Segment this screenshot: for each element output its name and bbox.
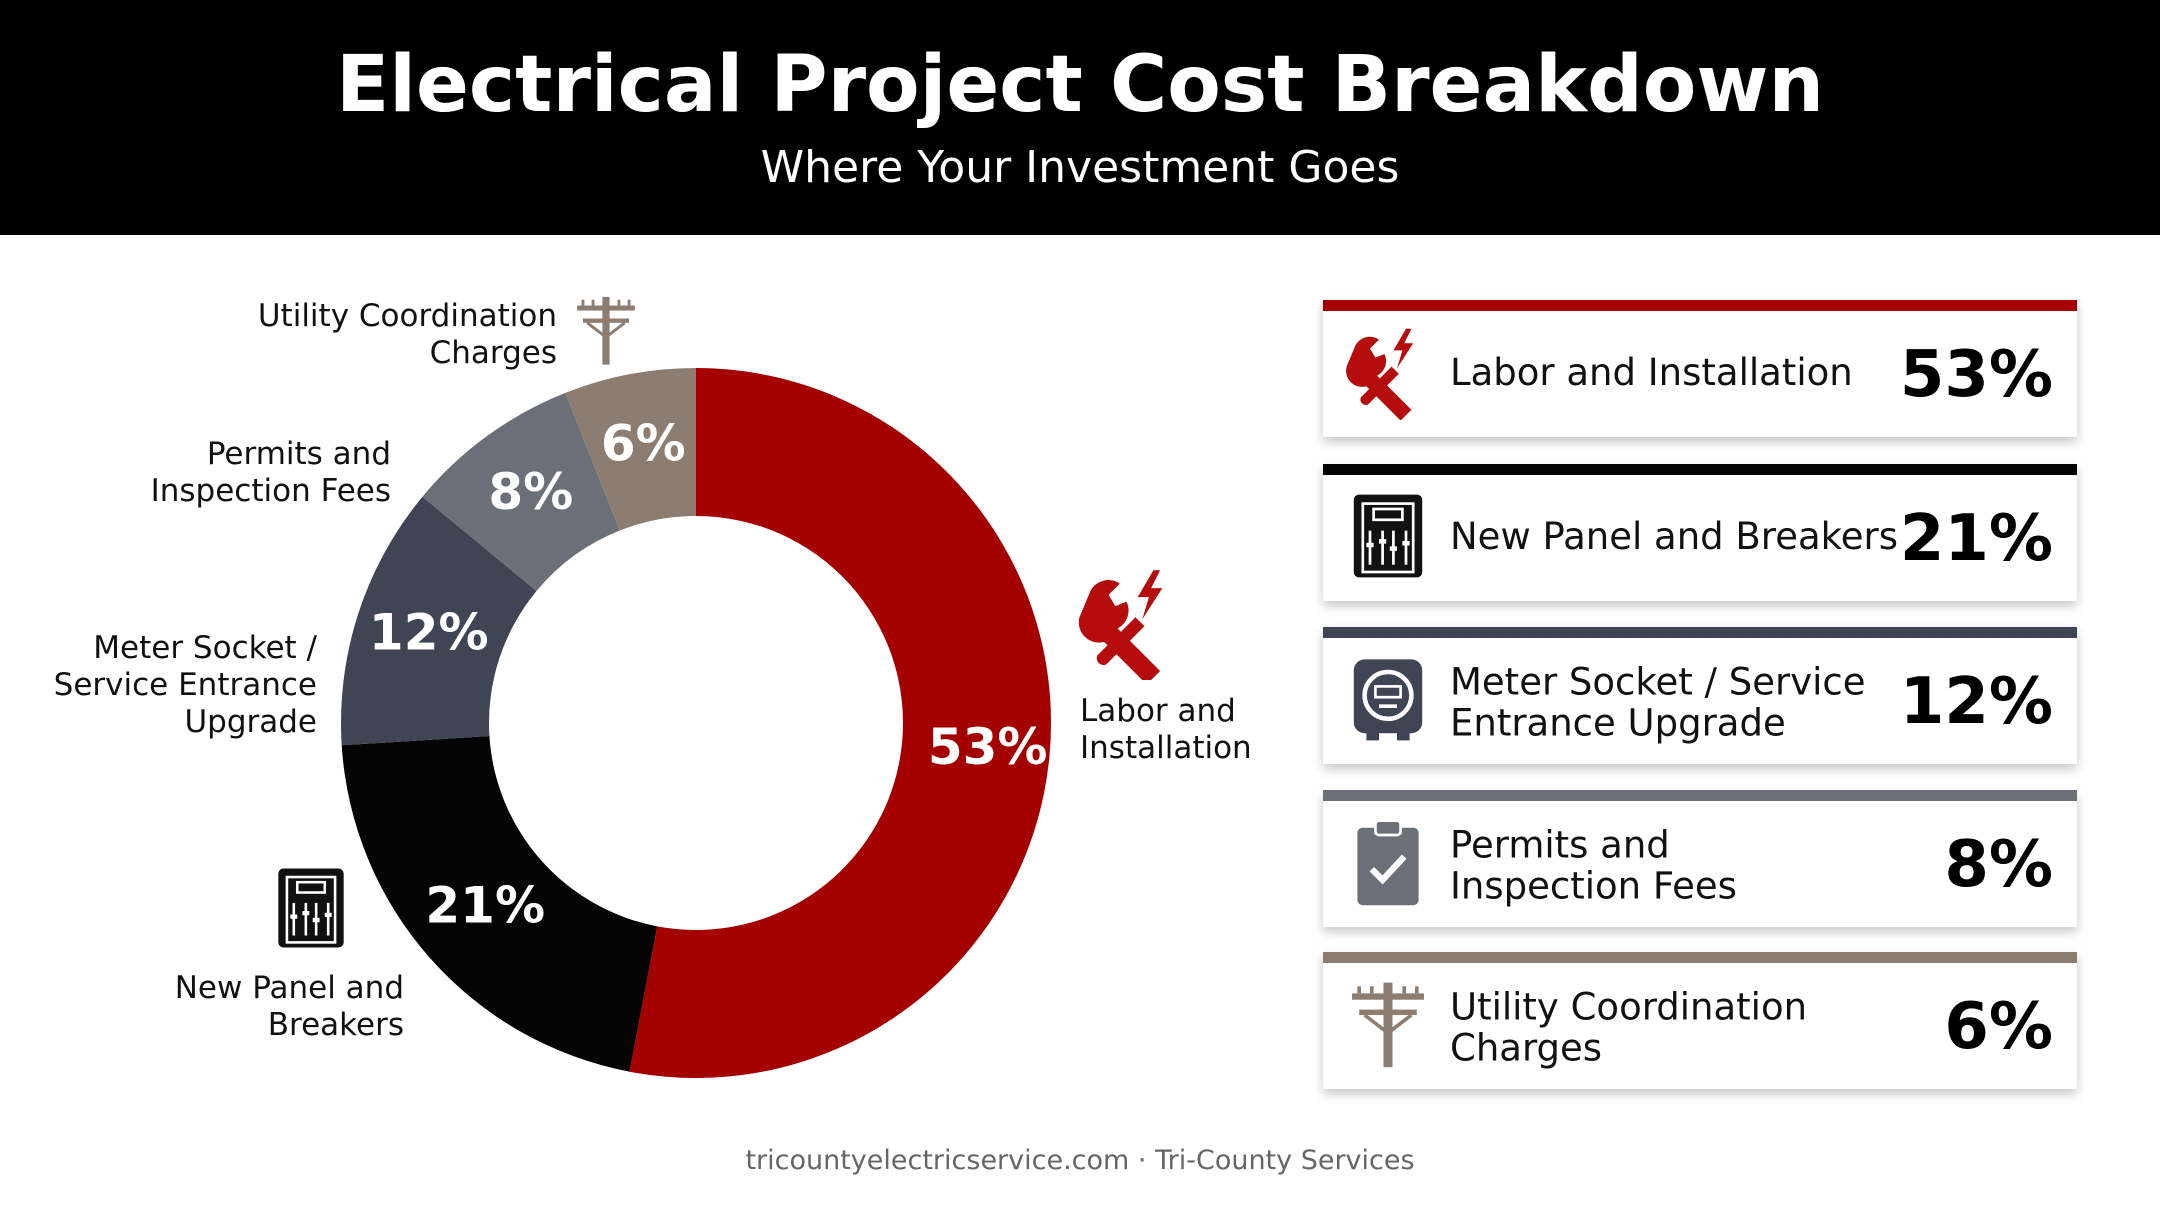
legend-card: Permits and Inspection Fees 8%: [1323, 790, 2077, 927]
donut-slice: [341, 496, 537, 746]
donut-slice: [341, 735, 658, 1072]
card-icon: [1343, 651, 1433, 747]
chart-title: Electrical Project Cost Breakdown: [336, 40, 1824, 130]
slice-category-label: New Panel and Breakers: [174, 970, 404, 1043]
legend-card: Utility Coordination Charges 6%: [1323, 952, 2077, 1089]
legend-card: Meter Socket / Service Entrance Upgrade 1…: [1323, 627, 2077, 764]
slice-category-label: Utility Coordination Charges: [257, 298, 557, 371]
card-value: 8%: [1944, 827, 2053, 902]
card-bar: [1323, 952, 2077, 963]
chart-subtitle: Where Your Investment Goes: [760, 142, 1400, 193]
card-category: Meter Socket / Service Entrance Upgrade: [1450, 660, 1866, 745]
card-value: 21%: [1899, 501, 2053, 576]
slice-label: 53%: [928, 718, 1048, 776]
donut-slice: [422, 392, 620, 592]
icon-labor: [1078, 570, 1163, 680]
card-bar: [1323, 627, 2077, 638]
card-value: 53%: [1899, 337, 2053, 412]
slice-label: 6%: [601, 414, 686, 472]
card-icon: [1350, 980, 1426, 1070]
card-bar: [1323, 464, 2077, 475]
card-icon: [1343, 814, 1433, 910]
card-bar: [1323, 300, 2077, 311]
slice-category-label: Permits and Inspection Fees: [150, 436, 391, 509]
card-category: Permits and Inspection Fees: [1450, 823, 1737, 908]
card-category: Labor and Installation: [1450, 350, 1853, 394]
slice-category-label: Meter Socket / Service Entrance Upgrade: [53, 630, 317, 740]
card-value: 12%: [1899, 664, 2053, 739]
slice-label: 8%: [488, 463, 573, 521]
legend-card: New Panel and Breakers 21%: [1323, 464, 2077, 601]
card-icon: [1346, 328, 1414, 420]
donut: 53% 21% 12% 8% 6%: [341, 368, 1052, 1078]
card-icon: [1343, 488, 1433, 584]
source: tricountyelectricservice.com · Tri-Count…: [745, 1145, 1415, 1176]
card-category: New Panel and Breakers: [1450, 514, 1898, 558]
icon-panel: [278, 868, 343, 947]
slice-label: 12%: [369, 604, 489, 662]
header: [0, 0, 2160, 235]
card-category: Utility Coordination Charges: [1450, 985, 1808, 1070]
slice-category-label: Labor and Installation: [1080, 693, 1252, 766]
donut-slice: [629, 368, 1052, 1078]
icon-utility: [575, 295, 637, 367]
card-value: 6%: [1944, 989, 2053, 1064]
donut-slice: [565, 368, 696, 531]
card-bar: [1323, 790, 2077, 801]
legend-card: Labor and Installation 53%: [1323, 300, 2077, 437]
slice-label: 21%: [425, 876, 545, 934]
